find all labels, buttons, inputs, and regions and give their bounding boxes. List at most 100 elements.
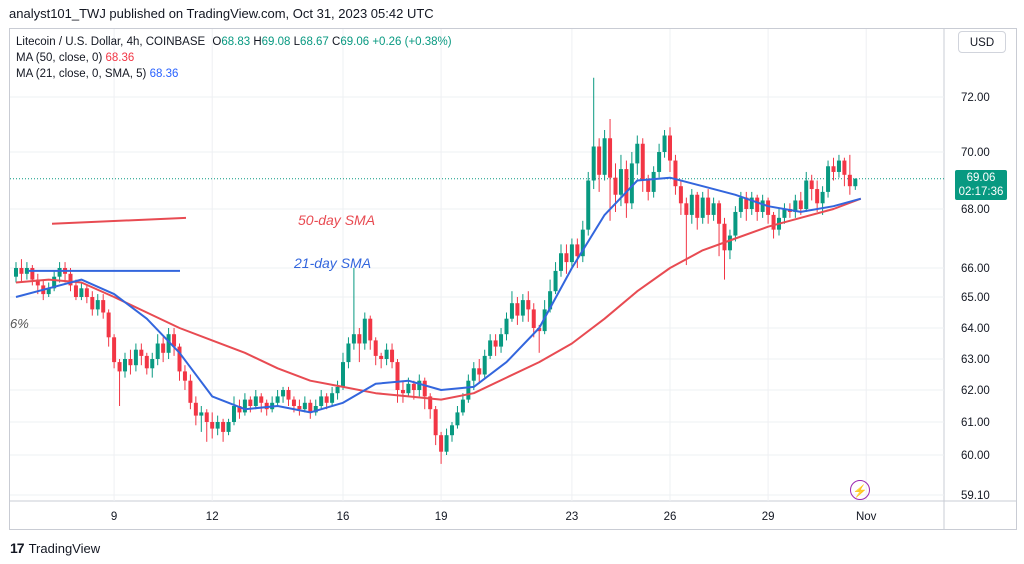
candle-body — [662, 135, 667, 152]
candle-body — [526, 300, 531, 310]
candle-body — [281, 390, 286, 397]
legend-ma50-row[interactable]: MA (50, close, 0) 68.36 — [16, 50, 452, 66]
candle-body — [509, 303, 514, 319]
candle-body — [46, 288, 51, 295]
candle-body — [482, 355, 487, 375]
candle-body — [548, 291, 553, 310]
candle-body — [826, 166, 831, 192]
y-tick-label: 66.00 — [961, 263, 990, 275]
candle-body — [52, 276, 57, 289]
x-tick-label: 26 — [664, 511, 677, 523]
candle-body — [586, 180, 591, 230]
legend-ma21-value: 68.36 — [149, 68, 179, 80]
candle-body — [673, 160, 678, 187]
candle-body — [133, 349, 138, 366]
candle-body — [123, 359, 127, 372]
candle-body — [172, 334, 177, 347]
candle-body — [428, 396, 433, 410]
candle-body — [379, 355, 384, 359]
candle-body — [30, 268, 35, 280]
candle-body — [766, 200, 771, 215]
candle-body — [760, 200, 765, 212]
candle-body — [411, 383, 416, 390]
candle-body — [559, 253, 563, 271]
candle-body — [264, 402, 269, 410]
candle-body — [771, 214, 776, 230]
candle-body — [455, 412, 460, 426]
candle-body — [362, 318, 367, 344]
candle-body — [629, 163, 634, 204]
candle-body — [275, 396, 280, 403]
candle-body — [248, 399, 253, 406]
candle-body — [466, 380, 471, 400]
candle-body — [836, 160, 841, 172]
candle-body — [24, 268, 29, 274]
candle-body — [640, 143, 645, 181]
candle-body — [618, 169, 623, 195]
candle-body — [112, 337, 117, 363]
candle-body — [782, 209, 787, 218]
candle-body — [324, 396, 329, 403]
last-price-tag: 69.06 02:17:36 — [955, 170, 1007, 200]
candle-body — [657, 152, 662, 172]
candle-body — [668, 135, 672, 161]
legend-ma50-value: 68.36 — [105, 52, 135, 64]
bar-countdown: 02:17:36 — [958, 186, 1004, 198]
candle-body — [101, 300, 106, 313]
candle-body — [460, 399, 465, 413]
candle-body — [406, 383, 411, 394]
candle-body — [575, 244, 580, 257]
publish-header: analyst101_TWJ published on TradingView.… — [9, 6, 434, 21]
x-tick-label: Nov — [856, 511, 877, 523]
currency-button[interactable]: USD — [958, 31, 1006, 53]
y-tick-label: 68.00 — [961, 204, 990, 216]
candle-body — [531, 309, 536, 328]
candle-body — [73, 285, 78, 297]
sma50-annotation: 50-day SMA — [298, 212, 376, 228]
candle-body — [815, 189, 820, 204]
candle-body — [106, 312, 111, 338]
candle-body — [291, 399, 296, 406]
candle-body — [232, 406, 236, 422]
candle-body — [346, 343, 351, 363]
legend-ma21-row[interactable]: MA (21, close, 0, SMA, 5) 68.36 — [16, 66, 452, 82]
candle-body — [144, 355, 149, 369]
candle-body — [831, 166, 836, 172]
candle-body — [373, 340, 378, 356]
chart-frame — [9, 28, 1017, 530]
legend-open: 68.83 — [221, 36, 251, 48]
candle-body — [738, 197, 743, 212]
candle-body — [520, 300, 525, 316]
candle-body — [793, 200, 798, 212]
candlestick-chart[interactable]: 59.10 60.00 61.00 62.00 63.00 64.00 65.00 66.00… — [10, 29, 1016, 529]
candle-body — [504, 318, 509, 335]
legend-symbol[interactable]: Litecoin / U.S. Dollar, 4h, COINBASE — [16, 36, 206, 48]
candle-body — [711, 203, 716, 215]
lightning-icon[interactable]: ⚡ — [850, 480, 870, 500]
legend-ma50-label: MA (50, close, 0) — [16, 52, 103, 64]
candle-body — [19, 268, 24, 274]
candle-body — [564, 253, 569, 263]
legend-close: 69.06 — [340, 36, 370, 48]
candle-body — [302, 402, 307, 410]
candle-body — [749, 197, 754, 209]
x-tick-label: 16 — [337, 511, 350, 523]
legend-high-label: H — [253, 36, 262, 48]
candle-body — [646, 180, 651, 192]
candle-body — [755, 197, 760, 212]
candle-body — [242, 399, 247, 413]
candle-body — [14, 268, 18, 277]
y-tick-label: 60.00 — [961, 450, 990, 462]
candle-body — [439, 435, 444, 452]
x-tick-label: 9 — [111, 511, 117, 523]
candle-body — [204, 412, 209, 422]
candle-body — [613, 177, 618, 195]
candle-body — [488, 340, 493, 356]
y-tick-label: 62.00 — [961, 385, 990, 397]
candle-body — [624, 169, 629, 204]
candle-body — [471, 368, 476, 381]
candle-body — [237, 406, 242, 413]
candle-body — [357, 334, 362, 344]
candle-body — [286, 390, 291, 400]
candle-body — [139, 349, 144, 356]
